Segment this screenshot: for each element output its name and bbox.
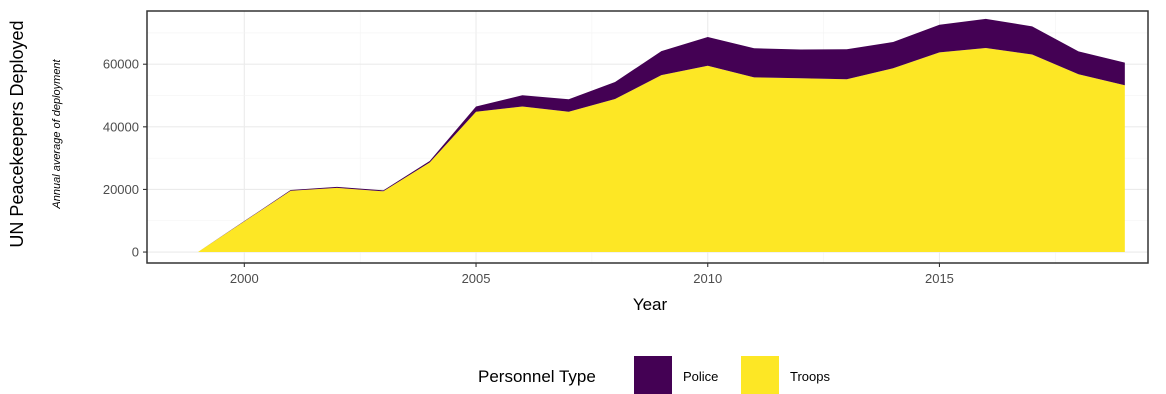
y-axis-title: UN Peacekeepers Deployed [7,20,27,247]
area-troops [197,47,1125,253]
y-tick-label: 40000 [103,119,139,134]
legend-label-police: Police [683,369,718,384]
y-tick-label: 0 [132,245,139,260]
x-tick-label: 2010 [693,271,722,286]
panel-border [146,10,1149,264]
legend-key-troops [741,356,779,394]
x-tick-label: 2005 [462,271,491,286]
legend: Personnel Type Police Troops [478,356,830,394]
areas [197,18,1125,253]
area-police [197,18,1125,253]
legend-title: Personnel Type [478,367,596,386]
y-axis-subtitle: Annual average of deployment [51,58,63,209]
legend-key-police [634,356,672,394]
legend-label-troops: Troops [790,369,830,384]
x-tick-label: 2015 [925,271,954,286]
x-axis: 2000 2005 2010 2015 [230,263,954,286]
x-axis-title: Year [633,295,668,314]
x-tick-label: 2000 [230,271,259,286]
y-tick-label: 20000 [103,182,139,197]
y-axis: 0 20000 40000 60000 [103,57,147,260]
y-tick-label: 60000 [103,57,139,72]
